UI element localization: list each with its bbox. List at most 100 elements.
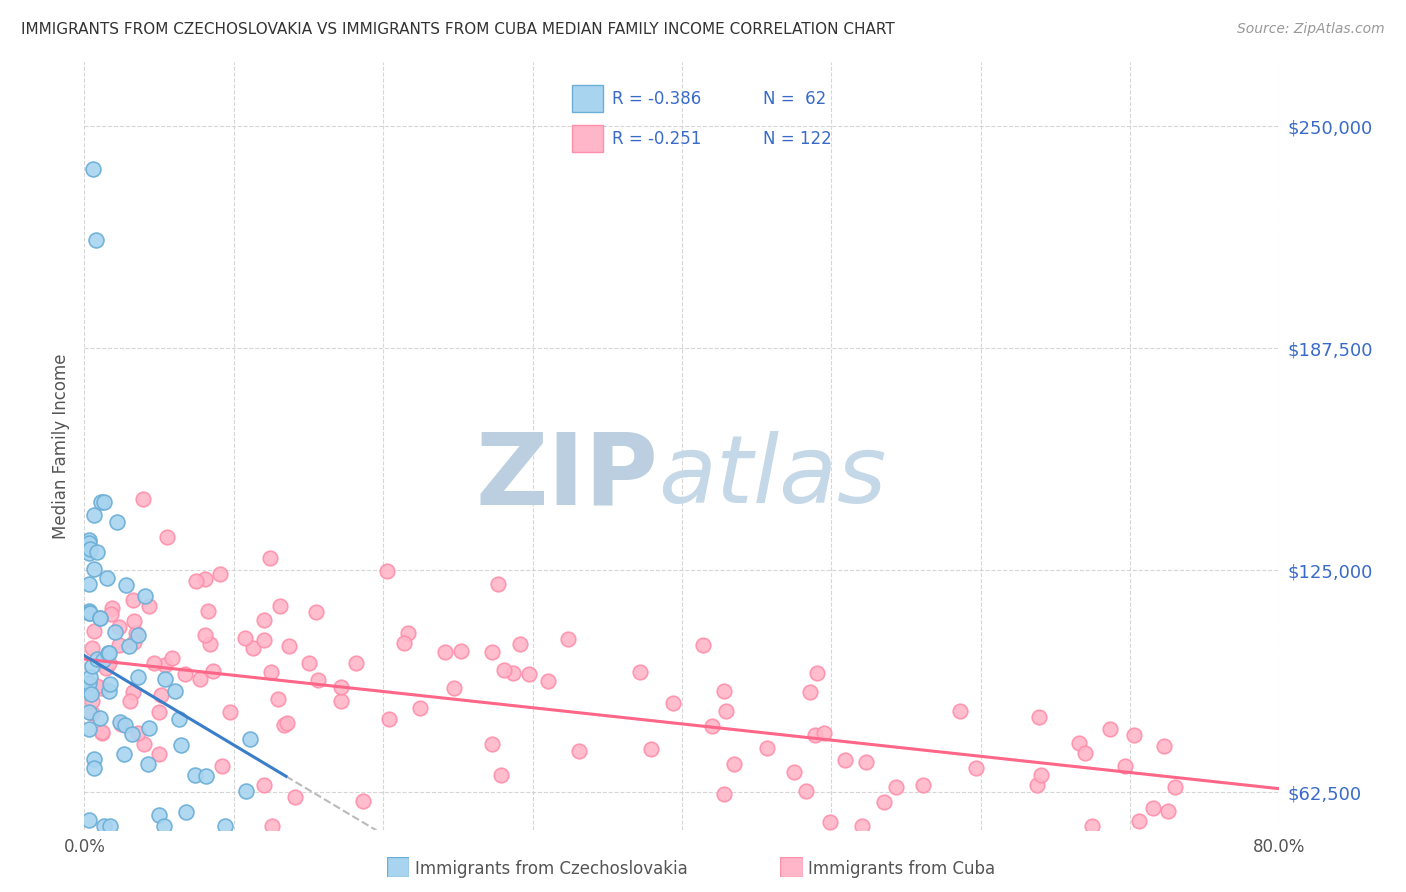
Point — [492, 663, 515, 677]
Point — [163, 683, 186, 698]
Point — [110, 717, 132, 731]
Point — [122, 593, 145, 607]
Point — [502, 666, 524, 681]
Point — [486, 576, 509, 591]
Point — [716, 704, 738, 718]
Point — [260, 665, 283, 679]
Point — [148, 808, 170, 822]
Point — [80, 640, 103, 655]
Point — [77, 684, 100, 698]
Point — [183, 768, 205, 782]
Point — [98, 819, 121, 833]
Point — [77, 533, 100, 547]
Point — [723, 756, 745, 771]
Point — [396, 625, 419, 640]
Bar — [572, 125, 603, 152]
Point — [352, 793, 374, 807]
Point — [253, 632, 276, 647]
Text: IMMIGRANTS FROM CZECHOSLOVAKIA VS IMMIGRANTS FROM CUBA MEDIAN FAMILY INCOME CORR: IMMIGRANTS FROM CZECHOSLOVAKIA VS IMMIGR… — [21, 22, 894, 37]
Point — [77, 814, 100, 828]
Y-axis label: Median Family Income: Median Family Income — [52, 353, 70, 539]
Point — [1114, 759, 1136, 773]
Point — [134, 737, 156, 751]
Point — [167, 712, 190, 726]
Point — [94, 661, 117, 675]
Point — [77, 535, 100, 549]
Point — [755, 741, 778, 756]
Point — [1164, 780, 1187, 794]
Point — [91, 725, 114, 739]
Point — [344, 656, 367, 670]
Point — [713, 787, 735, 801]
Point — [949, 704, 972, 718]
Text: N = 122: N = 122 — [763, 129, 832, 147]
Point — [443, 681, 465, 696]
Point — [122, 634, 145, 648]
Point — [276, 715, 298, 730]
Text: R = -0.386: R = -0.386 — [612, 90, 702, 108]
Text: R = -0.251: R = -0.251 — [612, 129, 702, 147]
Point — [98, 646, 121, 660]
Point — [122, 615, 145, 629]
Point — [628, 665, 651, 679]
Text: Immigrants from Czechoslovakia: Immigrants from Czechoslovakia — [415, 860, 688, 878]
Point — [153, 819, 176, 833]
Point — [77, 545, 100, 559]
Bar — [572, 85, 603, 112]
Point — [188, 672, 211, 686]
Point — [489, 768, 512, 782]
Point — [132, 492, 155, 507]
Point — [211, 758, 233, 772]
Point — [79, 542, 101, 557]
Text: ZIP: ZIP — [475, 428, 658, 525]
Point — [104, 624, 127, 639]
Point — [97, 646, 120, 660]
Point — [796, 783, 818, 797]
Point — [855, 756, 877, 770]
Point — [537, 674, 560, 689]
Text: Immigrants from Cuba: Immigrants from Cuba — [808, 860, 995, 878]
Point — [77, 606, 100, 620]
Point — [120, 694, 142, 708]
Point — [89, 611, 111, 625]
Point — [82, 161, 104, 176]
Point — [112, 747, 135, 762]
Point — [79, 606, 101, 620]
Point — [86, 545, 108, 559]
Point — [122, 685, 145, 699]
Point — [79, 722, 101, 736]
Point — [121, 727, 143, 741]
Point — [86, 233, 108, 247]
Point — [96, 572, 118, 586]
Point — [1128, 814, 1150, 829]
Point — [269, 599, 291, 614]
Point — [98, 656, 121, 670]
Point — [834, 753, 856, 767]
Text: Source: ZipAtlas.com: Source: ZipAtlas.com — [1237, 22, 1385, 37]
Point — [568, 744, 591, 758]
Point — [214, 819, 236, 833]
Point — [86, 651, 108, 665]
Point — [125, 626, 148, 640]
Point — [298, 657, 321, 671]
Point — [101, 601, 124, 615]
Point — [198, 637, 221, 651]
Point — [170, 738, 193, 752]
Point — [77, 604, 100, 618]
Point — [820, 814, 842, 829]
Point — [233, 631, 256, 645]
Point — [851, 819, 873, 833]
Point — [965, 762, 987, 776]
Point — [148, 706, 170, 720]
Point — [640, 742, 662, 756]
Point — [278, 639, 301, 653]
Point — [127, 670, 149, 684]
Point — [713, 684, 735, 698]
Point — [218, 705, 240, 719]
Point — [1122, 728, 1144, 742]
Point — [194, 628, 217, 642]
Point — [97, 684, 120, 698]
Point — [107, 620, 129, 634]
Point — [517, 667, 540, 681]
Point — [408, 701, 430, 715]
